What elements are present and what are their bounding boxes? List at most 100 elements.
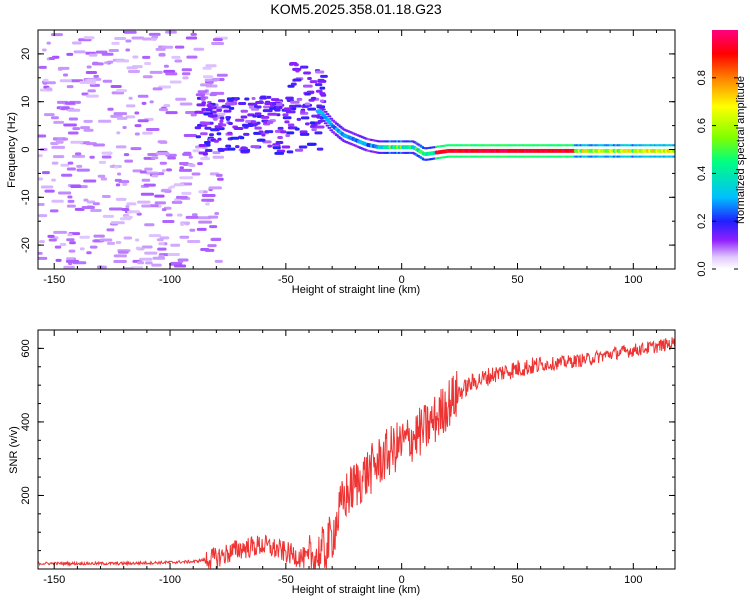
figure-title: KOM5.2025.358.01.18.G23 (270, 1, 441, 17)
spectrogram-cell (304, 92, 311, 96)
spectrogram-cell (165, 111, 178, 115)
spectrogram-cell (154, 201, 166, 205)
spectrogram-cell (173, 264, 187, 268)
spectrogram-cell (65, 259, 80, 263)
spectrogram-cell (223, 109, 232, 113)
spectrogram-cell (138, 257, 153, 261)
spectrogram-cell (294, 148, 304, 152)
spectrogram-cell (125, 104, 136, 108)
spectrogram-cell (177, 213, 183, 217)
spectrogram-cell (116, 89, 127, 93)
spectrogram-cell (323, 110, 328, 113)
spectrogram-cell (212, 38, 223, 42)
spectrogram-cell (86, 200, 96, 204)
spectrogram-cell (116, 116, 128, 120)
spectrogram-cell (106, 241, 116, 245)
spectrogram-cell (315, 89, 323, 93)
spectrogram-cell (142, 75, 153, 79)
spectrogram-cell (72, 127, 81, 131)
spectrogram-cell (126, 66, 138, 70)
spectrogram-cell (49, 209, 59, 213)
spectrogram-cell (148, 32, 161, 36)
spectrogram-cell (209, 80, 214, 84)
spectrogram-cell (262, 109, 273, 113)
y-tick-label: 600 (20, 339, 32, 357)
spectrogram-cell (116, 131, 121, 135)
spectrogram-cell (38, 134, 47, 138)
spectrogram-cell (139, 170, 147, 174)
spectrogram-cell (157, 247, 167, 251)
bottom-y-ticks: 200 400 600 (20, 329, 675, 570)
spectrogram-cell (44, 189, 55, 193)
spectrogram-cell (140, 192, 155, 196)
spectrogram-cell (277, 135, 283, 139)
spectrogram-cell (319, 99, 325, 103)
spectrogram-cell (144, 251, 158, 255)
spectrogram-cell (302, 84, 313, 88)
spectrogram-cell (296, 97, 303, 101)
x-tick-label: -100 (159, 274, 181, 286)
spectrogram-cell (274, 151, 285, 155)
spectrogram-cell (331, 119, 336, 122)
spectrogram-cell (66, 238, 75, 242)
spectrogram-cell (210, 237, 222, 241)
spectrogram-cell (165, 30, 177, 34)
spectrogram-cell (70, 140, 84, 144)
spectrogram-cell (188, 155, 193, 159)
spectrogram-cell (46, 41, 51, 45)
spectrogram-cell (239, 136, 245, 140)
spectrogram-cell (182, 76, 189, 80)
spectrogram-cell (67, 199, 75, 203)
spectrogram-cell (319, 117, 324, 120)
spectrogram-cell (117, 250, 129, 254)
spectrogram-cell (300, 65, 309, 69)
spectrogram-cell (283, 107, 293, 111)
spectrogram-cell (285, 134, 291, 138)
spectrogram-cell (190, 32, 197, 36)
spectrogram-cell (282, 113, 289, 117)
spectrogram-cell (101, 155, 112, 159)
snr-series-line (38, 337, 675, 569)
spectrogram-cell (294, 127, 300, 131)
spectrogram-cell (38, 251, 43, 255)
spectrogram-cell (240, 109, 248, 113)
spectrogram-cell (240, 146, 248, 150)
spectrogram-cell (264, 130, 274, 134)
spectrogram-cell (202, 66, 212, 70)
spectrogram-cell (54, 245, 62, 249)
spectrogram-cell (70, 185, 82, 189)
spectrogram-cell (258, 138, 265, 142)
spectrogram-cell (195, 93, 206, 97)
spectrogram-cell (170, 261, 181, 265)
spectrogram-cell (289, 61, 298, 65)
spectrogram-cell (67, 195, 73, 199)
spectrogram-cell (121, 208, 130, 212)
spectrogram-cell (155, 152, 170, 156)
spectrogram-cell (230, 136, 240, 140)
spectrogram-cell (319, 86, 326, 90)
spectrogram-cell (107, 107, 114, 111)
spectrogram-cell (187, 182, 193, 186)
spectrogram-cell (122, 126, 127, 130)
spectrogram-cell (334, 122, 339, 125)
spectrogram-cell (87, 89, 96, 93)
spectrogram-cell (204, 148, 213, 152)
spectrogram-cell (158, 242, 165, 246)
spectrogram-cell (179, 235, 190, 239)
spectrogram-cell (145, 261, 153, 265)
spectrogram-cell (300, 110, 306, 114)
spectrogram-cell (200, 157, 211, 161)
spectrogram-cell (309, 80, 318, 84)
spectrogram-cell (197, 90, 208, 94)
spectrogram-cell (174, 59, 183, 63)
spectrogram-cell (191, 172, 201, 176)
spectrogram-cell (134, 111, 140, 115)
spectrogram-cell (108, 49, 119, 53)
spectrogram-cell (212, 151, 221, 155)
spectrogram-cell (311, 128, 317, 132)
spectrogram-cell (51, 145, 66, 149)
spectrogram-cell (66, 257, 75, 261)
spectrogram-cell (165, 72, 178, 76)
spectrogram-cell (144, 61, 152, 65)
